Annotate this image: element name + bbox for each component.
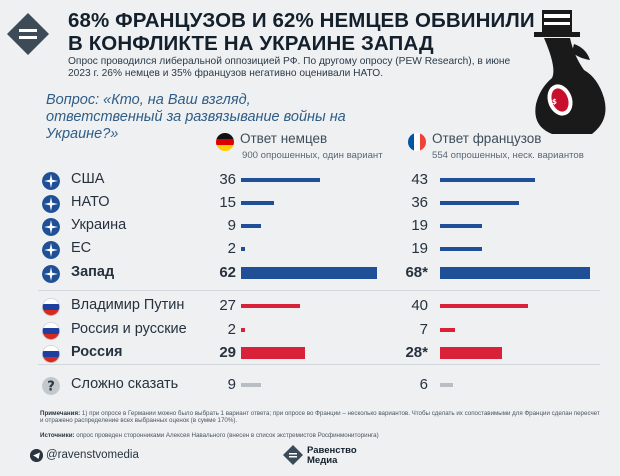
france-bar (440, 224, 482, 228)
ravenstvo-media-logo-icon (283, 445, 303, 465)
row-label: США (71, 171, 105, 187)
ravenstvo-logo (7, 13, 49, 55)
france-value: 36 (411, 194, 428, 211)
survey-question: Вопрос: «Кто, на Ваш взгляд, ответственн… (46, 92, 346, 142)
notes-source: Источники: опрос проведен сторонниками А… (40, 432, 600, 439)
uncle-sam-illustration-icon: $ (534, 10, 606, 134)
row-label: Россия и русские (71, 321, 187, 337)
notes-source-label: Источники: (40, 432, 75, 439)
germany-value: 62 (219, 264, 236, 281)
germany-value: 2 (227, 240, 236, 257)
germany-flag-icon (216, 133, 234, 151)
nato-icon (42, 172, 60, 190)
group-divider (38, 290, 600, 291)
germany-value: 29 (219, 344, 236, 361)
question-icon: ? (42, 377, 60, 395)
germany-bar (241, 224, 261, 228)
germany-bar (241, 347, 305, 359)
germany-column-subtitle: 900 опрошенных, один вариант (242, 150, 383, 161)
nato-icon (42, 195, 60, 213)
germany-value: 36 (219, 171, 236, 188)
germany-bar (241, 247, 246, 251)
page-subtitle: Опрос проводился либеральной оппозицией … (68, 56, 511, 79)
france-bar (440, 383, 454, 387)
france-value: 7 (419, 321, 428, 338)
notes-source-text: опрос проведен сторонниками Алексея Нава… (76, 432, 379, 439)
germany-bar (241, 304, 301, 308)
france-bar (440, 304, 528, 308)
nato-icon (42, 241, 60, 259)
germany-bar (241, 201, 274, 205)
france-value: 68* (405, 264, 428, 281)
notes-remark: Примечания: 1) при опросе в Германии мож… (40, 410, 600, 425)
france-column-title: Ответ французов (432, 131, 542, 146)
france-bar (440, 178, 535, 182)
france-column-subtitle: 554 опрошенных, неск. вариантов (432, 150, 584, 161)
germany-bar (241, 383, 261, 387)
russia-flag-icon (42, 322, 60, 340)
france-bar (440, 328, 456, 332)
germany-value: 27 (219, 297, 236, 314)
notes-remark-text: 1) при опросе в Германии можно было выбр… (40, 410, 600, 425)
row-label: Владимир Путин (71, 297, 185, 313)
row-label: Россия (71, 344, 123, 360)
germany-bar (241, 328, 246, 332)
page-title: 68% ФРАНЦУЗОВ И 62% НЕМЦЕВ ОБВИНИЛИ В КО… (68, 9, 535, 55)
notes-remark-label: Примечания: (40, 410, 81, 417)
nato-icon (42, 218, 60, 236)
footer-handle[interactable]: @ravenstvomedia (46, 449, 139, 461)
row-label: Украина (71, 217, 127, 233)
germany-value: 2 (227, 321, 236, 338)
group-divider (38, 364, 600, 365)
row-label: Запад (71, 264, 115, 280)
germany-value: 9 (227, 217, 236, 234)
svg-text:?: ? (47, 380, 55, 395)
france-flag-icon (408, 133, 426, 151)
germany-bar (241, 267, 378, 279)
france-value: 40 (411, 297, 428, 314)
russia-flag-icon (42, 298, 60, 316)
telegram-icon (30, 449, 43, 462)
row-label: НАТО (71, 194, 110, 210)
germany-column-title: Ответ немцев (240, 131, 328, 146)
france-value: 19 (411, 240, 428, 257)
germany-value: 9 (227, 376, 236, 393)
france-value: 43 (411, 171, 428, 188)
row-label: Сложно сказать (71, 376, 179, 392)
svg-text:$: $ (552, 98, 557, 106)
brand-line-2: Медиа (307, 455, 338, 466)
france-value: 6 (419, 376, 428, 393)
france-value: 19 (411, 217, 428, 234)
germany-value: 15 (219, 194, 236, 211)
russia-flag-icon (42, 345, 60, 363)
row-label: ЕС (71, 240, 92, 256)
france-bar (440, 347, 502, 359)
nato-icon (42, 265, 60, 283)
brand-text: Равенство Медиа (307, 446, 357, 466)
france-bar (440, 201, 520, 205)
france-value: 28* (405, 344, 428, 361)
france-bar (440, 267, 590, 279)
germany-bar (241, 178, 321, 182)
brand-line-1: Равенство (307, 445, 357, 456)
france-bar (440, 247, 482, 251)
